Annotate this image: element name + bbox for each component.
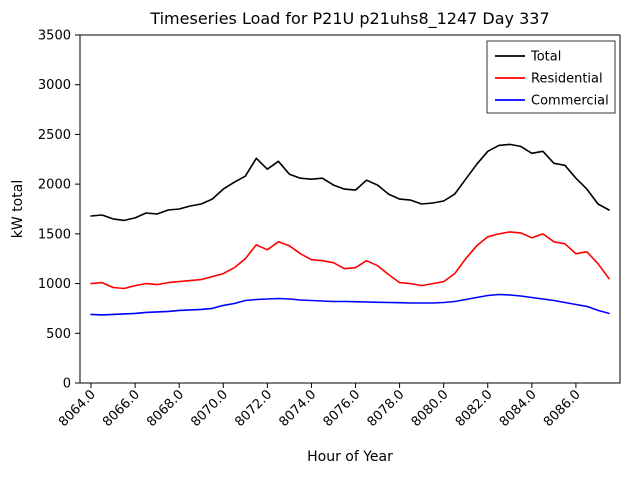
legend-box	[486, 40, 616, 114]
plot-frame	[79, 34, 621, 384]
x-tick-label: 8068.0	[144, 387, 187, 430]
y-tick-label: 2500	[38, 128, 71, 143]
x-tick-label: 8064.0	[56, 387, 99, 430]
y-tick-label: 3000	[38, 78, 71, 93]
legend-label-residential: Residential	[531, 72, 603, 87]
chart-title: Timeseries Load for P21U p21uhs8_1247 Da…	[149, 9, 549, 29]
x-tick-label: 8072.0	[232, 387, 275, 430]
x-tick-label: 8070.0	[188, 387, 231, 430]
legend-label-commercial: Commercial	[531, 94, 609, 109]
x-tick-label: 8082.0	[453, 387, 496, 430]
x-tick-label: 8066.0	[100, 387, 143, 430]
series-line-commercial	[90, 293, 610, 316]
x-tick-label: 8080.0	[409, 387, 452, 430]
legend-label-total: Total	[530, 50, 561, 65]
y-tick-label: 500	[46, 327, 71, 342]
y-tick-label: 1500	[38, 227, 71, 242]
x-tick-label: 8078.0	[365, 387, 408, 430]
y-tick-label: 3500	[38, 29, 71, 44]
x-tick-label: 8084.0	[497, 387, 540, 430]
x-axis-label: Hour of Year	[307, 449, 393, 465]
series-lines	[90, 143, 610, 316]
y-tick-label: 2000	[38, 178, 71, 193]
series-line-total	[90, 143, 610, 222]
y-tick-label: 0	[63, 377, 71, 392]
x-tick-label: 8074.0	[276, 387, 319, 430]
y-axis-label: kW total	[10, 180, 26, 238]
legend: Total Residential Commercial	[486, 40, 616, 114]
x-tick-label: 8076.0	[321, 387, 364, 430]
series-line-residential	[90, 231, 610, 290]
y-tick-label: 1000	[38, 277, 71, 292]
x-tick-label: 8086.0	[541, 387, 584, 430]
